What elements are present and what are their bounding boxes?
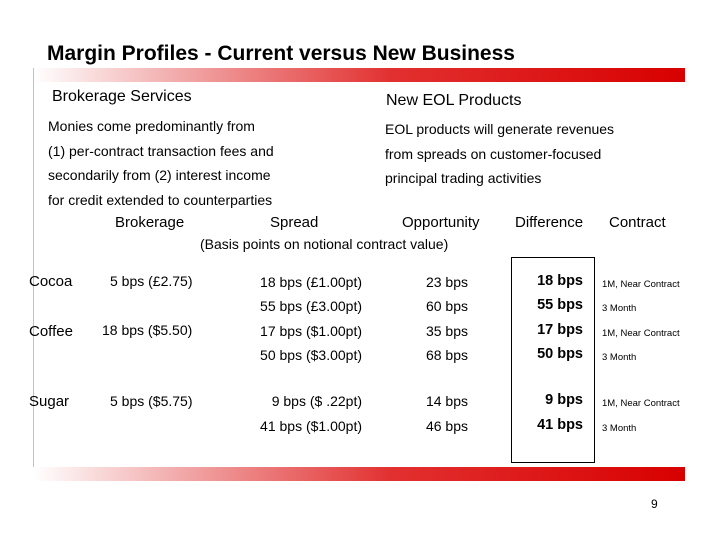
opportunity-cell: 60 bps [425,298,468,314]
left-divider [33,68,34,481]
opportunity-cell: 68 bps [425,347,468,363]
slide-title: Margin Profiles - Current versus New Bus… [47,42,515,65]
brokerage-description: Monies come predominantly from (1) per-c… [48,114,274,212]
bottom-red-bar [33,467,685,481]
commodity-sugar: Sugar [29,393,70,410]
difference-cell: 41 bps [537,417,583,433]
difference-highlight-box [511,257,595,463]
contract-cell: 3 Month [602,303,637,314]
col-header-difference: Difference [515,214,584,231]
opportunity-cell: 46 bps [425,418,468,434]
opportunity-cell: 35 bps [425,323,468,339]
eol-line: from spreads on customer-focused [385,145,602,162]
spread-cell: 55 bps (£3.00pt) [260,298,362,314]
opportunity-cell: 14 bps [425,393,468,409]
difference-cell: 50 bps [537,346,583,362]
col-header-opportunity: Opportunity [402,214,480,231]
col-header-brokerage: Brokerage [115,214,185,231]
brokerage-line: (1) per-contract transaction fees and [48,142,274,159]
difference-cell: 17 bps [537,322,583,338]
opportunity-cell: 23 bps [425,274,468,290]
col-header-contract: Contract [609,214,666,231]
contract-cell: 3 Month [602,352,637,363]
difference-cell: 9 bps [545,392,583,408]
spread-cell: 17 bps ($1.00pt) [260,323,362,339]
contract-cell: 3 Month [602,423,637,434]
brokerage-cocoa: 5 bps (£2.75) [110,273,193,289]
brokerage-line: Monies come predominantly from [48,118,255,134]
brokerage-services-heading: Brokerage Services [52,88,192,105]
contract-cell: 1M, Near Contract [602,279,680,290]
spread-cell: 9 bps ($ .22pt) [271,393,362,409]
brokerage-sugar: 5 bps ($5.75) [110,393,193,409]
brokerage-line: for credit extended to counterparties [48,191,273,208]
eol-description: EOL products will generate revenues from… [385,117,614,191]
top-red-bar [33,68,685,82]
contract-cell: 1M, Near Contract [602,398,680,409]
spread-cell: 50 bps ($3.00pt) [260,347,362,363]
spread-cell: 18 bps (£1.00pt) [260,274,362,290]
spread-cell: 41 bps ($1.00pt) [260,418,362,434]
col-header-spread: Spread [270,214,319,231]
eol-products-heading: New EOL Products [386,92,522,109]
contract-cell: 1M, Near Contract [602,328,680,339]
table-subtitle: (Basis points on notional contract value… [200,236,449,252]
commodity-cocoa: Cocoa [29,273,73,290]
brokerage-line: secondarily from (2) interest income [48,167,271,183]
difference-cell: 18 bps [537,273,583,289]
commodity-coffee: Coffee [29,323,73,340]
brokerage-coffee: 18 bps ($5.50) [102,322,193,338]
difference-cell: 55 bps [537,297,583,313]
eol-line: principal trading activities [385,170,542,186]
eol-line: EOL products will generate revenues [385,121,615,137]
page-number: 9 [651,497,658,511]
